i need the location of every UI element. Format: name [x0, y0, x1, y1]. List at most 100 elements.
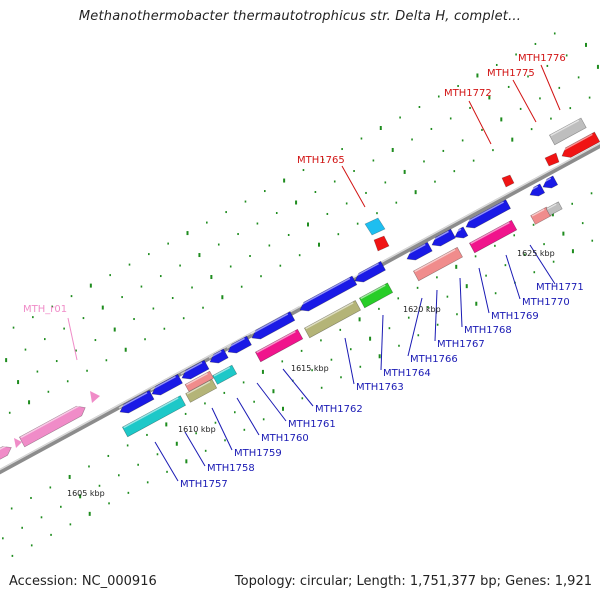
leader-mth1760 — [236, 397, 260, 436]
guide-dots — [2, 32, 599, 557]
accession-text: Accession: NC_000916 — [9, 574, 157, 589]
gene-mth1766-shine — [405, 243, 426, 256]
gene-mth1762-body — [251, 311, 296, 340]
gene-mth1760-body — [209, 348, 229, 364]
gene-mth1762b-body — [254, 328, 304, 363]
gene-mth-r01a-body — [0, 446, 12, 463]
gene-label-mth1771[interactable]: MTH1771 — [536, 282, 584, 293]
gene-mth-r01a-shine — [0, 444, 8, 455]
gene-mth1764b — [358, 282, 394, 309]
gene-label-mth1775[interactable]: MTH1775 — [487, 68, 535, 79]
topology-summary: Topology: circular; Length: 1,751,377 bp… — [234, 574, 592, 589]
gene-mth1764-body — [354, 260, 386, 283]
gene-mth1758b — [185, 378, 218, 403]
leader-mth1775 — [512, 79, 537, 123]
scale-label-1610: 1610 kbp — [178, 425, 216, 434]
gene-mth1759-body — [181, 359, 210, 380]
gene-mth1758 — [150, 373, 183, 396]
gene-mth1764-shine — [353, 262, 379, 278]
gene-mth1758b-body — [185, 378, 218, 403]
gene-label-mth1772[interactable]: MTH1772 — [444, 88, 492, 99]
gene-mth1768 — [453, 226, 469, 239]
gene-mth1757b-body — [121, 395, 187, 438]
gene-label-mth1763[interactable]: MTH1763 — [356, 382, 404, 393]
gene-mth1763-body — [299, 275, 358, 312]
gene-label-mth1760[interactable]: MTH1760 — [261, 433, 309, 444]
gene-mth1763-shine — [298, 277, 351, 307]
gene-mth1759-shine — [180, 361, 203, 375]
gene-label-mth1761[interactable]: MTH1761 — [288, 419, 336, 430]
gene-features — [0, 117, 600, 463]
gene-mth1769 — [464, 199, 511, 229]
gene-mth1767-shine — [430, 230, 449, 242]
gene-mth-r01a — [0, 444, 12, 463]
gene-mth1759b-shine — [186, 372, 208, 386]
gene-mth1757b — [121, 395, 187, 438]
leader-mth1769 — [478, 267, 490, 314]
gene-mth1767-body — [431, 228, 456, 247]
scale-label-1605: 1605 kbp — [67, 489, 105, 498]
gene-mth1760b-shine — [213, 366, 231, 377]
gene-label-mth1759[interactable]: MTH1759 — [234, 448, 282, 459]
scale-label-1620: 1620 kbp — [403, 305, 441, 314]
gene-label-mth1776[interactable]: MTH1776 — [518, 53, 566, 64]
gene-mth1769-body — [465, 199, 511, 229]
gene-label-mth1762[interactable]: MTH1762 — [315, 404, 363, 415]
gene-mth-r01-body — [18, 405, 86, 448]
gene-mth1757-body — [119, 390, 155, 414]
gene-label-mth1764[interactable]: MTH1764 — [383, 368, 431, 379]
gene-mth1761-body — [227, 335, 252, 354]
gene-mth1758-shine — [150, 375, 176, 391]
leader-mth1770 — [505, 254, 521, 300]
gene-mth1768-body — [454, 226, 469, 239]
gene-mth1762 — [250, 311, 296, 340]
gene-mth1757b-shine — [123, 397, 179, 429]
gene-mth1771-body — [529, 183, 546, 197]
gene-mth1776-shine — [560, 133, 593, 153]
gene-mth1765b — [373, 235, 390, 252]
gene-mth1776-body — [561, 131, 600, 158]
gene-mth1776b-shine — [550, 119, 580, 137]
leader-mth1758 — [184, 431, 206, 467]
gene-mth1764b-body — [358, 282, 394, 309]
gene-label-mth1765[interactable]: MTH1765 — [297, 155, 345, 166]
gene-mth1770-shine — [531, 208, 545, 217]
leader-mth1772 — [468, 100, 492, 145]
gene-mth1762-shine — [250, 313, 289, 335]
gene-label-mth1757[interactable]: MTH1757 — [180, 479, 228, 490]
gene-label-mth1769[interactable]: MTH1769 — [491, 311, 539, 322]
scale-labels: 1605 kbp 1610 kbp 1615 kbp 1620 kbp 1625… — [67, 249, 555, 498]
gene-mth1763b-body — [303, 300, 361, 339]
gene-mth1761-shine — [226, 337, 245, 349]
gene-mth1763 — [298, 275, 358, 312]
gene-mth1772 — [501, 174, 515, 188]
gene-label-mth1768[interactable]: MTH1768 — [464, 325, 512, 336]
gene-mth1770b-body — [545, 201, 563, 216]
gene-mth1760 — [208, 348, 229, 364]
gene-mth1762b — [254, 328, 304, 363]
gene-mth-r01d — [14, 438, 22, 448]
gene-mth1759b — [184, 370, 214, 392]
gene-mth1764b-shine — [360, 284, 386, 300]
gene-mth1770-body — [530, 206, 552, 225]
gene-mth1776b — [548, 117, 587, 146]
gene-mth1770b-shine — [547, 203, 557, 210]
gene-mth1766b-body — [412, 246, 463, 282]
gene-mth1760-shine — [208, 350, 222, 359]
gene-mth1766 — [405, 241, 433, 261]
leader-mth1768 — [459, 277, 463, 328]
gene-label-mth1766[interactable]: MTH1766 — [410, 354, 458, 365]
leader-mth1761 — [256, 382, 287, 422]
scale-label-1615: 1615 kbp — [291, 364, 329, 373]
gene-mth1775 — [544, 152, 560, 167]
gene-label-mth1770[interactable]: MTH1770 — [522, 297, 570, 308]
gene-labels: MTH_r01 MTH1757 MTH1758 MTH1759 MTH1760 … — [23, 53, 584, 490]
gene-mth1768b-body — [468, 219, 518, 254]
leader-mth1764 — [380, 314, 384, 371]
gene-label-mth1767[interactable]: MTH1767 — [437, 339, 485, 350]
gene-mth1763b — [303, 300, 361, 339]
gene-label-mth-r01[interactable]: MTH_r01 — [23, 304, 67, 315]
leader-mth1759 — [211, 407, 233, 451]
gene-label-mth1758[interactable]: MTH1758 — [207, 463, 255, 474]
